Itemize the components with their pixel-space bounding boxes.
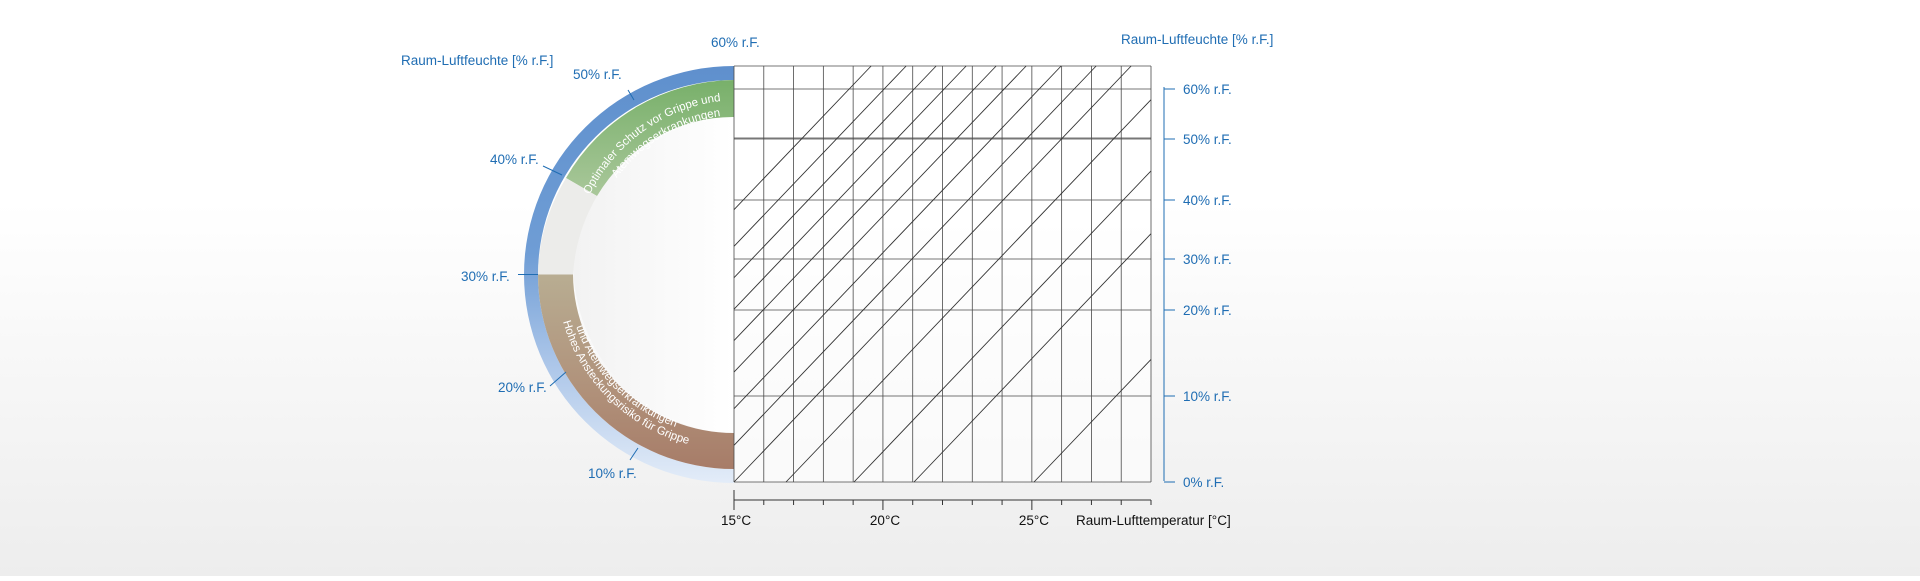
x-axis-title: Raum-Lufttemperatur [°C] (1076, 513, 1231, 528)
right-tick-label: 30% r.F. (1183, 252, 1232, 267)
ring-label-60: 60% r.F. (711, 35, 760, 50)
ring-label-50: 50% r.F. (573, 67, 622, 82)
right-axis-title: Raum-Luftfeuchte [% r.F.] (1121, 32, 1273, 47)
right-tick-label: 0% r.F. (1183, 475, 1224, 490)
ring-label-20: 20% r.F. (498, 380, 547, 395)
right-tick-label: 40% r.F. (1183, 193, 1232, 208)
ring-label-40: 40% r.F. (490, 152, 539, 167)
bottom-tick-label: 25°C (1019, 513, 1049, 528)
ring-leader-40 (542, 165, 563, 176)
right-tick-label: 60% r.F. (1183, 82, 1232, 97)
chart-diagonals (733, 65, 1152, 483)
zone-optimal (566, 80, 734, 196)
diagonal-line (733, 65, 967, 310)
bottom-tick-label: 20°C (870, 513, 900, 528)
ring-label-30: 30% r.F. (461, 269, 510, 284)
ring-leader-lines (518, 89, 639, 461)
bottom-tick-label: 15°C (721, 513, 751, 528)
right-tick-label: 50% r.F. (1183, 132, 1232, 147)
diagonal-line (733, 65, 872, 210)
ring-leader-50 (627, 89, 635, 101)
ring-title: Raum-Luftfeuchte [% r.F.] (401, 53, 553, 68)
zone-risk (538, 274, 734, 469)
diagonal-line (733, 65, 937, 279)
right-axis-ticks: 60% r.F. 50% r.F. 40% r.F. 30% r.F. 20% r.F.… (1164, 82, 1232, 490)
diagonal-line (1033, 359, 1152, 483)
diagonal-line (733, 65, 907, 247)
diagonal-line (733, 65, 1097, 446)
right-tick-label: 20% r.F. (1183, 303, 1232, 318)
ring-leader-10 (629, 447, 639, 461)
chart-grid (733, 65, 1152, 483)
diagonal-line (913, 233, 1152, 483)
ring-label-10: 10% r.F. (588, 466, 637, 481)
diagonal-line (853, 170, 1152, 483)
ring-leader-20 (549, 371, 567, 387)
diagonal-line (785, 99, 1152, 483)
zone-neutral (538, 178, 597, 275)
diagonal-line (733, 65, 1132, 483)
right-tick-label: 10% r.F. (1183, 389, 1232, 404)
diagonal-line (733, 65, 1027, 373)
diagonal-line (733, 65, 997, 341)
ring-inner-disc (573, 91, 734, 433)
diagonal-line (733, 65, 1062, 409)
bottom-axis-ticks: 15°C 20°C 25°C (721, 490, 1152, 528)
